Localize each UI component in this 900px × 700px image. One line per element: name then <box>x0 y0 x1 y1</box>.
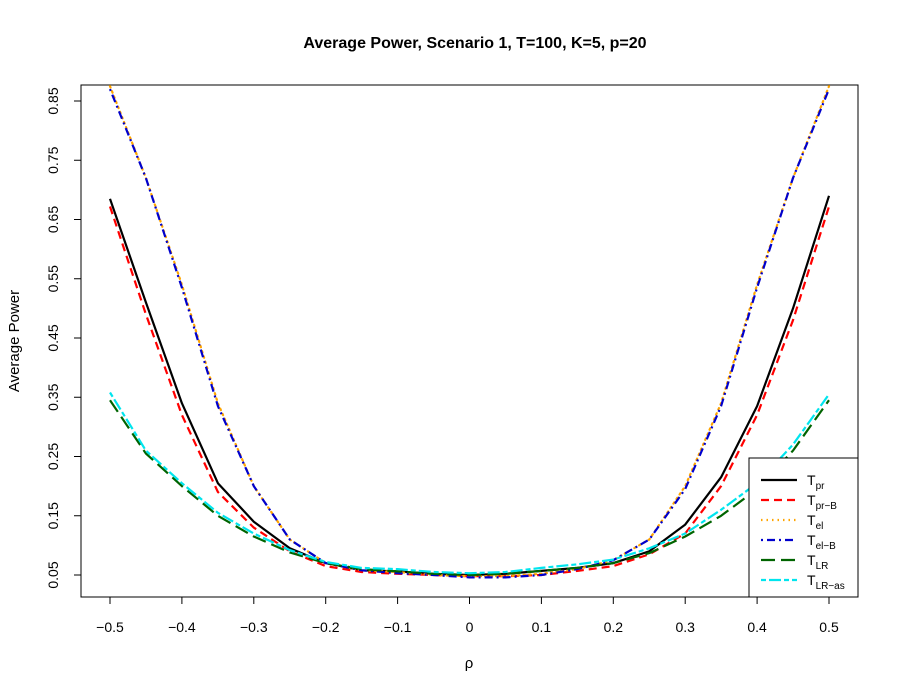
legend-label: Tpr <box>807 472 825 492</box>
y-axis-label: Average Power <box>6 290 23 392</box>
series-line-4 <box>108 88 831 579</box>
y-axis: 0.05 0.15 0.25 0.35 0.45 0.55 0.65 0.75 0.85 <box>45 87 82 589</box>
legend-label: Tel <box>807 512 823 532</box>
x-axis: −0.5 −0.4 −0.3 −0.2 −0.1 0 0.1 0.2 0.3 0.4 0.5 <box>96 596 839 635</box>
x-tick-label: 0 <box>466 619 474 635</box>
series-line-5 <box>109 399 830 577</box>
y-tick-label: 0.65 <box>45 206 61 233</box>
series-line-2 <box>108 206 831 578</box>
x-tick-label: 0.1 <box>532 619 552 635</box>
series-group <box>108 85 831 579</box>
x-tick-label: −0.2 <box>312 619 340 635</box>
x-axis-label: ρ <box>465 655 474 672</box>
y-tick-label: 0.05 <box>45 561 61 588</box>
x-tick-label: 0.4 <box>747 619 767 635</box>
x-tick-label: 0.2 <box>604 619 624 635</box>
series-line-3 <box>108 85 831 578</box>
y-tick-label: 0.15 <box>45 502 61 529</box>
legend-label: Tel−B <box>807 532 836 552</box>
plot-frame <box>80 84 859 598</box>
series-line-6 <box>109 391 830 575</box>
y-tick-label: 0.55 <box>45 265 61 292</box>
chart-title: Average Power, Scenario 1, T=100, K=5, p… <box>303 35 646 52</box>
y-tick-label: 0.85 <box>45 87 61 114</box>
x-tick-label: −0.3 <box>240 619 268 635</box>
x-tick-label: −0.4 <box>168 619 196 635</box>
legend-label: TLR <box>807 552 828 572</box>
legend-box <box>748 457 859 598</box>
y-tick-label: 0.45 <box>45 324 61 351</box>
y-tick-label: 0.75 <box>45 146 61 173</box>
x-tick-label: −0.5 <box>96 619 124 635</box>
y-tick-label: 0.25 <box>45 443 61 470</box>
legend-label: TLR−as <box>807 572 845 592</box>
x-tick-label: 0.3 <box>675 619 695 635</box>
series-line-1 <box>108 195 831 577</box>
x-tick-label: 0.5 <box>819 619 839 635</box>
y-tick-label: 0.35 <box>45 383 61 410</box>
legend-label: Tpr−B <box>807 492 837 512</box>
x-tick-label: −0.1 <box>384 619 412 635</box>
